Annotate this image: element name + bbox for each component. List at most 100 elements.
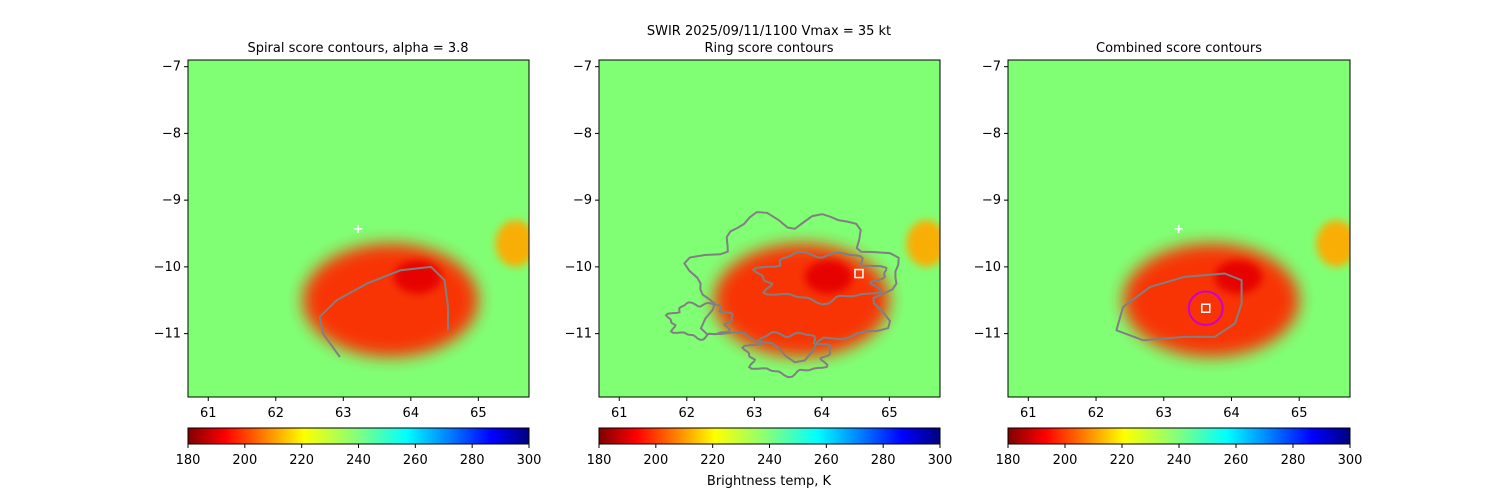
ring-contour bbox=[740, 331, 833, 379]
colorbar-tick-label: 200 bbox=[643, 453, 668, 468]
x-axis: 61 62 63 64 65 bbox=[200, 397, 487, 421]
score-contour bbox=[1115, 272, 1243, 342]
x-tick-label: 61 bbox=[611, 406, 628, 421]
colorbar-tick-label: 240 bbox=[757, 453, 782, 468]
y-tick-label: −7 bbox=[982, 60, 1001, 75]
colorbar-tick-label: 200 bbox=[232, 453, 257, 468]
colorbar-tick-label: 180 bbox=[996, 453, 1021, 468]
axes-frame bbox=[1007, 59, 1351, 398]
cold-cloud-layer bbox=[302, 220, 529, 357]
y-axis: −7 −8 −9 −10 −11 bbox=[565, 60, 599, 342]
contour-layer bbox=[1115, 272, 1243, 342]
colorbar-axis: 180 200 220 240 260 280 300 bbox=[587, 444, 953, 468]
colorbar bbox=[1007, 427, 1351, 445]
cold-cloud-region bbox=[804, 260, 853, 294]
ring-contour bbox=[683, 211, 900, 364]
x-tick-label: 61 bbox=[1020, 406, 1037, 421]
colorbar-tick-label: 300 bbox=[928, 453, 953, 468]
center-square-marker bbox=[854, 268, 864, 279]
x-tick-label: 64 bbox=[1223, 406, 1240, 421]
panel-ring: Ring score contours 61 62 63 64 65 −7 −8 −9 −10… bbox=[565, 41, 953, 489]
panel-title: Ring score contours bbox=[704, 41, 833, 56]
x-tick-label: 62 bbox=[268, 406, 285, 421]
cold-cloud-region bbox=[906, 220, 940, 267]
marker-layer bbox=[1174, 224, 1224, 326]
cold-cloud-region bbox=[302, 243, 479, 357]
axes-frame bbox=[598, 59, 941, 398]
colorbar-axis: 180 200 220 240 260 280 300 bbox=[996, 444, 1363, 468]
cold-cloud-region bbox=[393, 260, 442, 294]
x-tick-label: 64 bbox=[403, 406, 420, 421]
ring-contour bbox=[751, 250, 888, 306]
marker-layer bbox=[354, 224, 363, 233]
contour-layer bbox=[664, 211, 900, 379]
colorbar-axis: 180 200 220 240 260 280 300 bbox=[176, 444, 542, 468]
y-tick-label: −9 bbox=[162, 193, 181, 208]
contour-layer bbox=[318, 265, 449, 358]
score-contour bbox=[318, 265, 449, 358]
cold-cloud-region bbox=[1214, 260, 1262, 294]
colorbar bbox=[187, 427, 530, 445]
colorbar-tick-label: 220 bbox=[1110, 453, 1135, 468]
center-square-marker bbox=[1201, 303, 1211, 313]
y-tick-label: −8 bbox=[162, 126, 181, 141]
colorbar-tick-label: 180 bbox=[176, 453, 201, 468]
colorbar-tick-label: 280 bbox=[1281, 453, 1306, 468]
y-tick-label: −9 bbox=[982, 193, 1001, 208]
cold-cloud-layer bbox=[713, 220, 940, 357]
x-tick-label: 63 bbox=[746, 406, 763, 421]
x-axis: 61 62 63 64 65 bbox=[1020, 397, 1307, 421]
cold-cloud-region bbox=[1316, 220, 1350, 267]
cold-cloud-layer bbox=[1123, 220, 1350, 357]
cold-cloud-region bbox=[495, 220, 529, 267]
colorbar-tick-label: 180 bbox=[587, 453, 612, 468]
y-axis: −7 −8 −9 −10 −11 bbox=[974, 60, 1008, 342]
y-tick-label: −10 bbox=[565, 260, 592, 275]
colorbar-label: Brightness temp, K bbox=[707, 474, 832, 489]
x-tick-label: 61 bbox=[200, 406, 217, 421]
panel-title: Combined score contours bbox=[1096, 41, 1262, 56]
x-tick-label: 65 bbox=[881, 406, 898, 421]
panel-combined: Combined score contours 61 62 63 64 65 −7−8−… bbox=[974, 41, 1363, 468]
y-tick-label: −8 bbox=[982, 126, 1001, 141]
x-axis: 61 62 63 64 65 bbox=[611, 397, 898, 421]
y-axis: −7 −8 −9 −10 −11 bbox=[154, 60, 188, 342]
colorbar-tick-label: 220 bbox=[700, 453, 725, 468]
x-tick-label: 65 bbox=[470, 406, 487, 421]
panel-spiral: Spiral score contours, alpha = 3.8 61 62 6… bbox=[154, 41, 542, 468]
colorbar bbox=[598, 427, 941, 445]
colorbar-tick-label: 200 bbox=[1053, 453, 1078, 468]
y-tick-label: −8 bbox=[573, 126, 592, 141]
x-tick-label: 62 bbox=[679, 406, 696, 421]
y-tick-label: −11 bbox=[974, 327, 1001, 342]
colorbar-tick-label: 260 bbox=[814, 453, 839, 468]
center-circle-marker bbox=[1187, 290, 1224, 326]
ring-contour bbox=[664, 301, 734, 341]
axes-frame bbox=[187, 59, 530, 398]
y-tick-label: −10 bbox=[974, 260, 1001, 275]
colorbar-tick-label: 240 bbox=[1167, 453, 1192, 468]
y-tick-label: −9 bbox=[573, 193, 592, 208]
panel-title: Spiral score contours, alpha = 3.8 bbox=[247, 41, 468, 56]
colorbar-tick-label: 300 bbox=[1338, 453, 1363, 468]
center-plus-marker bbox=[1174, 224, 1183, 233]
y-tick-label: −7 bbox=[162, 60, 181, 75]
x-tick-label: 64 bbox=[814, 406, 831, 421]
colorbar-tick-label: 260 bbox=[403, 453, 428, 468]
colorbar-tick-label: 300 bbox=[517, 453, 542, 468]
y-tick-label: −7 bbox=[573, 60, 592, 75]
x-tick-label: 62 bbox=[1088, 406, 1105, 421]
colorbar-tick-label: 280 bbox=[460, 453, 485, 468]
y-tick-label: −11 bbox=[154, 327, 181, 342]
x-tick-label: 65 bbox=[1291, 406, 1308, 421]
y-tick-label: −11 bbox=[565, 327, 592, 342]
suptitle: SWIR 2025/09/11/1100 Vmax = 35 kt bbox=[647, 24, 891, 39]
colorbar-tick-label: 220 bbox=[289, 453, 314, 468]
x-tick-label: 63 bbox=[1155, 406, 1172, 421]
colorbar-tick-label: 240 bbox=[346, 453, 371, 468]
x-tick-label: 63 bbox=[335, 406, 352, 421]
colorbar-tick-label: 280 bbox=[871, 453, 896, 468]
marker-layer bbox=[854, 268, 864, 279]
center-plus-marker bbox=[354, 224, 363, 233]
